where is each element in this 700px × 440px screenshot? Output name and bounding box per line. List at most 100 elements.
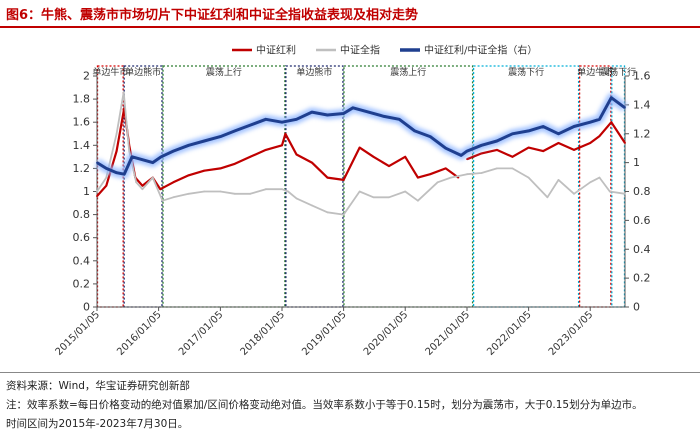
series-point bbox=[449, 176, 452, 179]
series-point bbox=[219, 190, 222, 193]
series-point bbox=[326, 114, 329, 116]
series-point bbox=[284, 132, 287, 135]
regime-label: 震荡上行 bbox=[206, 66, 242, 78]
series-point bbox=[589, 142, 592, 144]
series-point bbox=[342, 179, 345, 181]
series-point bbox=[589, 121, 592, 124]
series-point bbox=[295, 197, 298, 200]
series-point bbox=[624, 106, 626, 109]
definition-note: 注：效率系数=每日价格变动的绝对值累加/区间价格变动绝对值。当效率系数小于等于0… bbox=[6, 399, 643, 411]
series-point bbox=[187, 192, 190, 195]
y-right-tick-label: 0.6 bbox=[633, 214, 651, 227]
series-point bbox=[444, 167, 447, 170]
series-point bbox=[495, 149, 498, 151]
series-point bbox=[598, 176, 601, 179]
y-left-tick-label: 1 bbox=[83, 185, 90, 198]
y-left-tick-label: 1.2 bbox=[73, 162, 91, 175]
series-point bbox=[131, 155, 134, 158]
series-point bbox=[326, 176, 329, 179]
series-point bbox=[264, 118, 267, 121]
series-point bbox=[511, 167, 514, 170]
regime-label: 单边牛市 bbox=[92, 66, 128, 78]
series-point bbox=[249, 124, 252, 126]
regime-box bbox=[162, 65, 286, 308]
series-point bbox=[527, 146, 530, 149]
series-point bbox=[264, 149, 267, 151]
series-point bbox=[249, 192, 252, 195]
series-point bbox=[527, 129, 530, 132]
series-point bbox=[557, 142, 560, 144]
series-point bbox=[123, 173, 126, 176]
series-point bbox=[160, 155, 163, 158]
series-point bbox=[598, 118, 601, 121]
series-point bbox=[281, 188, 283, 191]
series-point bbox=[429, 135, 432, 138]
series-point bbox=[511, 155, 514, 158]
series-point bbox=[546, 196, 549, 199]
x-tick-label: 2019/01/05 bbox=[300, 309, 349, 358]
series-point bbox=[372, 155, 375, 158]
series-point bbox=[436, 181, 439, 184]
x-tick-label: 2018/01/05 bbox=[239, 309, 288, 358]
legend-label: 中证红利/中证全指（右） bbox=[424, 44, 537, 57]
series-point bbox=[326, 211, 329, 214]
series-point bbox=[511, 132, 514, 135]
series-line bbox=[96, 96, 626, 176]
series-point bbox=[141, 158, 144, 161]
series-point bbox=[610, 96, 613, 99]
series-point bbox=[480, 152, 483, 155]
x-tick-label: 2022/01/05 bbox=[485, 309, 534, 358]
series-point bbox=[342, 112, 345, 115]
regime-box bbox=[472, 65, 580, 308]
series-point bbox=[234, 192, 236, 195]
series-line bbox=[466, 121, 626, 161]
x-tick-label: 2015/01/05 bbox=[54, 309, 103, 358]
x-tick-label: 2017/01/05 bbox=[177, 309, 226, 358]
y-right-tick-label: 1.6 bbox=[633, 70, 651, 83]
series-point bbox=[310, 204, 313, 207]
series-point bbox=[610, 121, 613, 124]
period-note: 时间区间为2015年-2023年7月30日。 bbox=[6, 418, 189, 430]
series-point bbox=[589, 181, 592, 184]
chart-canvas: 中证红利 中证全指 中证红利/中证全指（右） 0 0.2 0.4 0.6 0.8 1 1.2 1.… bbox=[54, 44, 651, 358]
y-left-tick-label: 0.4 bbox=[73, 254, 91, 267]
y-left-tick-label: 0 bbox=[83, 301, 90, 314]
series-point bbox=[295, 153, 298, 156]
series-point bbox=[287, 190, 289, 193]
series-point bbox=[203, 169, 206, 172]
series-point bbox=[495, 140, 498, 142]
series-point bbox=[96, 190, 98, 193]
y-left-tick-label: 0.2 bbox=[73, 277, 91, 290]
series-point bbox=[624, 192, 626, 195]
series-point bbox=[372, 196, 375, 199]
chart-legend: 中证红利 中证全指 中证红利/中证全指（右） bbox=[232, 44, 537, 57]
series-point bbox=[128, 150, 131, 152]
series-point bbox=[388, 165, 390, 167]
series-point bbox=[219, 135, 222, 138]
series-point bbox=[115, 171, 118, 174]
series-point bbox=[416, 199, 419, 202]
regime-label: 单边熊市 bbox=[296, 66, 332, 78]
legend-label: 中证红利 bbox=[256, 44, 296, 57]
figure-title: 图6：牛熊、震荡市市场切片下中证红利和中证全指收益表现及相对走势 bbox=[6, 8, 419, 23]
regime-label: 单边牛市 bbox=[577, 66, 613, 78]
series-point bbox=[404, 155, 407, 158]
series-point bbox=[234, 129, 236, 132]
series-point bbox=[172, 196, 175, 199]
y-left-tick-label: 1.6 bbox=[73, 116, 91, 129]
series-point bbox=[398, 118, 401, 121]
series-point bbox=[404, 190, 407, 193]
y-left-tick-label: 2 bbox=[83, 70, 90, 83]
chart-series bbox=[94, 91, 628, 216]
y-right-tick-label: 0 bbox=[633, 301, 640, 314]
series-point bbox=[624, 142, 626, 144]
title-bar: 图6：牛熊、震荡市市场切片下中证红利和中证全指收益表现及相对走势 bbox=[0, 0, 700, 28]
series-point bbox=[203, 190, 206, 193]
series-point bbox=[429, 173, 432, 176]
series-point bbox=[351, 106, 354, 109]
series-point bbox=[281, 144, 283, 147]
x-tick-label: 2016/01/05 bbox=[115, 309, 164, 358]
series-point bbox=[122, 91, 125, 94]
series-point bbox=[608, 190, 611, 193]
series-point bbox=[460, 154, 462, 157]
